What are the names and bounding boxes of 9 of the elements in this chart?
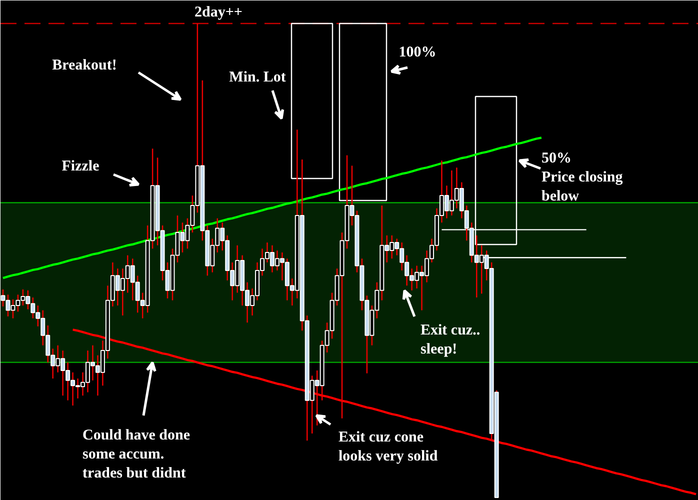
annotation: 100% — [398, 44, 436, 60]
annotation: Min. Lot — [229, 70, 286, 86]
annotation: Could have done some accum. trades but didnt — [82, 428, 190, 482]
annotation: Breakout! — [52, 58, 117, 74]
annotation: Exit cuz cone looks very solid — [338, 430, 438, 464]
annotation: Exit cuz.. sleep! — [420, 322, 480, 358]
text: 2day++ — [194, 4, 242, 20]
annotation: 50% Price closing below — [542, 150, 624, 204]
annotation: Fizzle — [62, 158, 100, 174]
